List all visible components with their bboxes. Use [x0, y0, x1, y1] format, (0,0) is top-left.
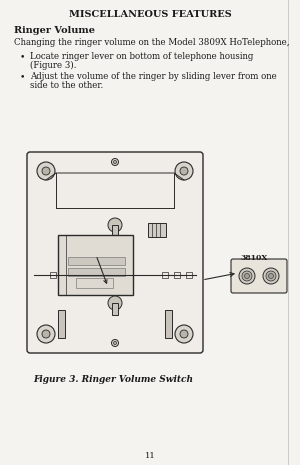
Bar — [174, 272, 180, 278]
Circle shape — [180, 167, 188, 175]
Circle shape — [175, 162, 193, 180]
Text: Ringer Volume: Ringer Volume — [14, 26, 95, 35]
Bar — [58, 235, 133, 295]
Circle shape — [37, 162, 55, 180]
Circle shape — [42, 167, 50, 175]
Bar — [50, 272, 56, 278]
Circle shape — [268, 273, 274, 279]
Text: 11: 11 — [145, 452, 155, 460]
Circle shape — [239, 268, 255, 284]
Bar — [165, 310, 172, 338]
Bar — [76, 278, 113, 288]
Bar — [74, 272, 80, 278]
Text: Adjust the volume of the ringer by sliding lever from one: Adjust the volume of the ringer by slidi… — [30, 72, 277, 81]
Text: side to the other.: side to the other. — [30, 81, 103, 90]
Circle shape — [108, 296, 122, 310]
Bar — [68, 268, 125, 276]
Bar — [148, 223, 166, 237]
FancyBboxPatch shape — [231, 259, 287, 293]
Circle shape — [263, 268, 279, 284]
Circle shape — [266, 271, 276, 281]
Circle shape — [175, 325, 193, 343]
Bar — [68, 257, 125, 265]
Text: 3810X: 3810X — [240, 254, 267, 262]
Circle shape — [113, 160, 116, 164]
Circle shape — [42, 330, 50, 338]
Bar — [186, 272, 192, 278]
Text: •: • — [20, 52, 26, 61]
Bar — [112, 225, 118, 237]
Text: Locate ringer lever on bottom of telephone housing: Locate ringer lever on bottom of telepho… — [30, 52, 254, 61]
Circle shape — [108, 218, 122, 232]
Text: (Figure 3).: (Figure 3). — [30, 61, 76, 70]
Text: Changing the ringer volume on the Model 3809X HoTelephone,: Changing the ringer volume on the Model … — [14, 38, 290, 47]
Bar — [62, 272, 68, 278]
Circle shape — [242, 271, 252, 281]
Circle shape — [180, 330, 188, 338]
Bar — [162, 272, 168, 278]
Circle shape — [37, 325, 55, 343]
Text: MISCELLANEOUS FEATURES: MISCELLANEOUS FEATURES — [69, 10, 231, 19]
Circle shape — [112, 339, 118, 346]
Circle shape — [113, 341, 116, 345]
Text: •: • — [20, 72, 26, 81]
FancyBboxPatch shape — [27, 152, 203, 353]
Bar — [112, 303, 118, 315]
Bar — [58, 310, 65, 338]
Circle shape — [112, 159, 118, 166]
Text: Figure 3. Ringer Volume Switch: Figure 3. Ringer Volume Switch — [33, 375, 193, 384]
Circle shape — [244, 273, 250, 279]
